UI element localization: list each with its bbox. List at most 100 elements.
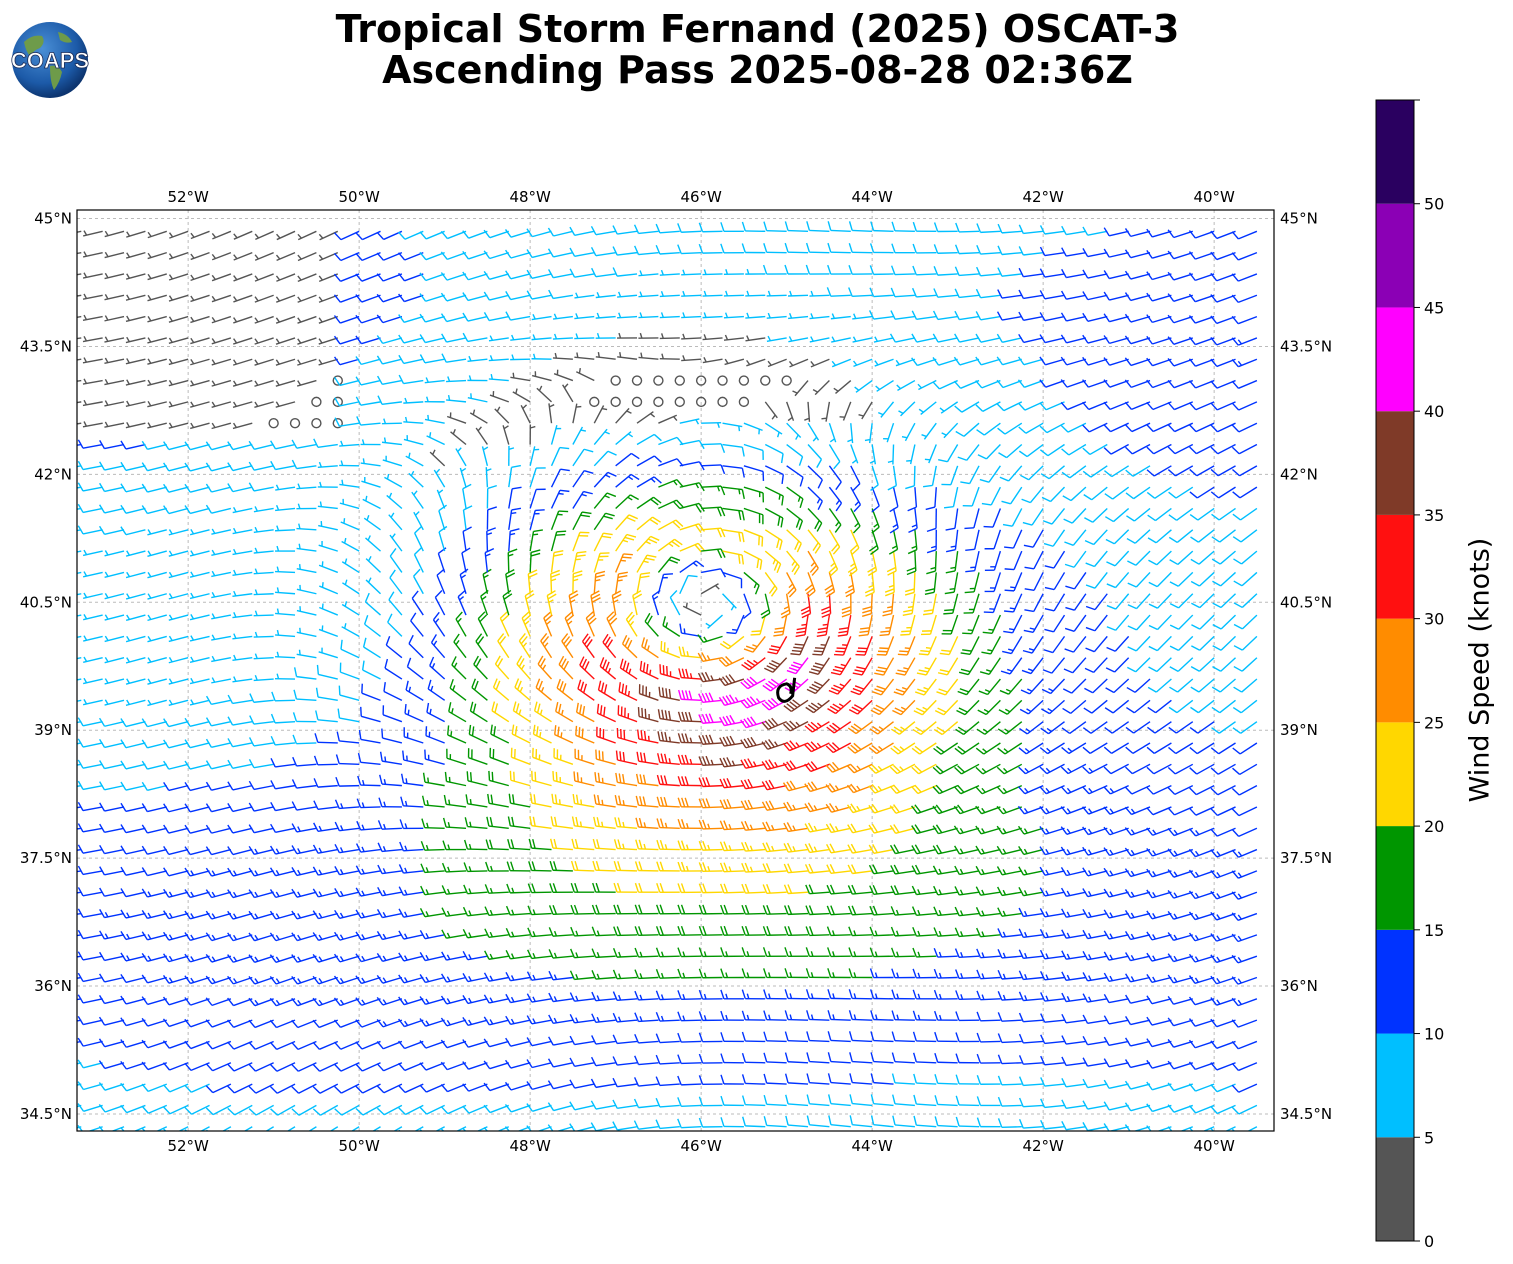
wind-barb [467,393,488,403]
wind-barb [612,1099,638,1110]
right-lat-tick-label: 43.5°N [1280,337,1332,355]
wind-barb [945,551,959,574]
wind-barb [698,755,723,767]
wind-barb [211,422,232,430]
wind-barb [1041,699,1065,715]
wind-barb [232,358,253,366]
wind-barb [639,660,659,680]
wind-barb [743,486,765,503]
wind-barb [1061,268,1087,279]
wind-barb [441,353,467,363]
wind-barb [141,888,167,898]
wind-barb [269,932,296,942]
wind-barb [890,742,916,755]
wind-barb [1061,1013,1086,1024]
wind-barb [941,465,959,486]
wind-barb [612,969,638,980]
wind-barb [674,375,685,386]
wind-barb [902,593,916,616]
wind-barb [248,461,274,471]
wind-barb [1004,572,1023,592]
wind-barb [1231,891,1258,900]
wind-barb [983,593,1002,614]
wind-barb [596,703,616,723]
wind-barb [424,749,445,765]
wind-barb [762,926,787,936]
wind-barb [1106,550,1130,567]
wind-barb [933,742,959,755]
wind-barb [911,885,937,896]
wind-barb [104,699,125,706]
wind-barb [548,269,574,279]
wind-barb [430,634,446,659]
wind-barb [339,440,360,447]
wind-barb [997,245,1022,256]
wind-barb [77,891,82,894]
wind-barb [297,251,317,262]
wind-barb [462,332,488,343]
wind-barb [1082,993,1108,1003]
wind-barb [783,842,809,853]
wind-barb [205,738,232,748]
left-lat-tick-label: 43.5°N [20,337,72,355]
wind-barb [780,593,791,619]
wind-barb [762,904,787,915]
wind-barb [253,610,274,617]
wind-barb [1040,1013,1065,1023]
wind-barb [483,250,509,260]
wind-barb [655,1097,680,1108]
wind-barb [569,1079,595,1089]
wind-barb [662,616,681,637]
wind-barb [104,593,125,600]
wind-barb [1103,248,1129,258]
wind-barb [1189,465,1215,477]
wind-barb [833,380,852,394]
wind-barb [313,822,338,833]
wind-barb [936,678,959,696]
wind-barb [1146,952,1172,962]
wind-barb [932,763,958,775]
wind-barb [997,1012,1022,1022]
wind-barb [783,863,809,874]
wind-barb [954,906,980,917]
wind-barb [355,865,381,875]
wind-barb [444,771,467,787]
wind-barb [743,529,764,547]
wind-barb [336,731,360,744]
wind-barb [890,906,915,916]
wind-barb [248,910,274,920]
wind-barb [516,655,531,680]
wind-barb [785,1094,809,1107]
wind-barb [621,634,638,659]
right-lat-tick-label: 39°N [1280,721,1318,739]
wind-barb [398,334,424,344]
wind-barb [975,356,1001,366]
wind-barb [635,839,659,851]
wind-barb [526,228,552,238]
wind-barb [141,996,167,1006]
wind-barb [98,1016,125,1026]
wind-barb [720,222,744,233]
wind-barb [764,422,783,438]
wind-barb [1044,593,1066,612]
colorbar-tick-label: 50 [1424,195,1444,214]
wind-barb [1233,635,1258,651]
wind-barb [211,613,232,620]
wind-barb [254,315,274,324]
wind-barb [77,550,82,553]
wind-barb [488,355,509,362]
wind-barb [763,1094,787,1107]
wind-barb [1018,763,1044,775]
wind-barb [437,547,447,573]
wind-barb [719,735,745,747]
wind-barb [389,569,403,595]
wind-barb [1189,742,1215,755]
wind-barb [77,1037,103,1047]
wind-barb [975,379,1001,389]
wind-barb [270,440,296,450]
wind-barb [512,388,531,403]
wind-barb [531,353,552,360]
wind-barb [524,589,535,616]
wind-barb [1040,992,1065,1002]
wind-barb [205,717,232,727]
